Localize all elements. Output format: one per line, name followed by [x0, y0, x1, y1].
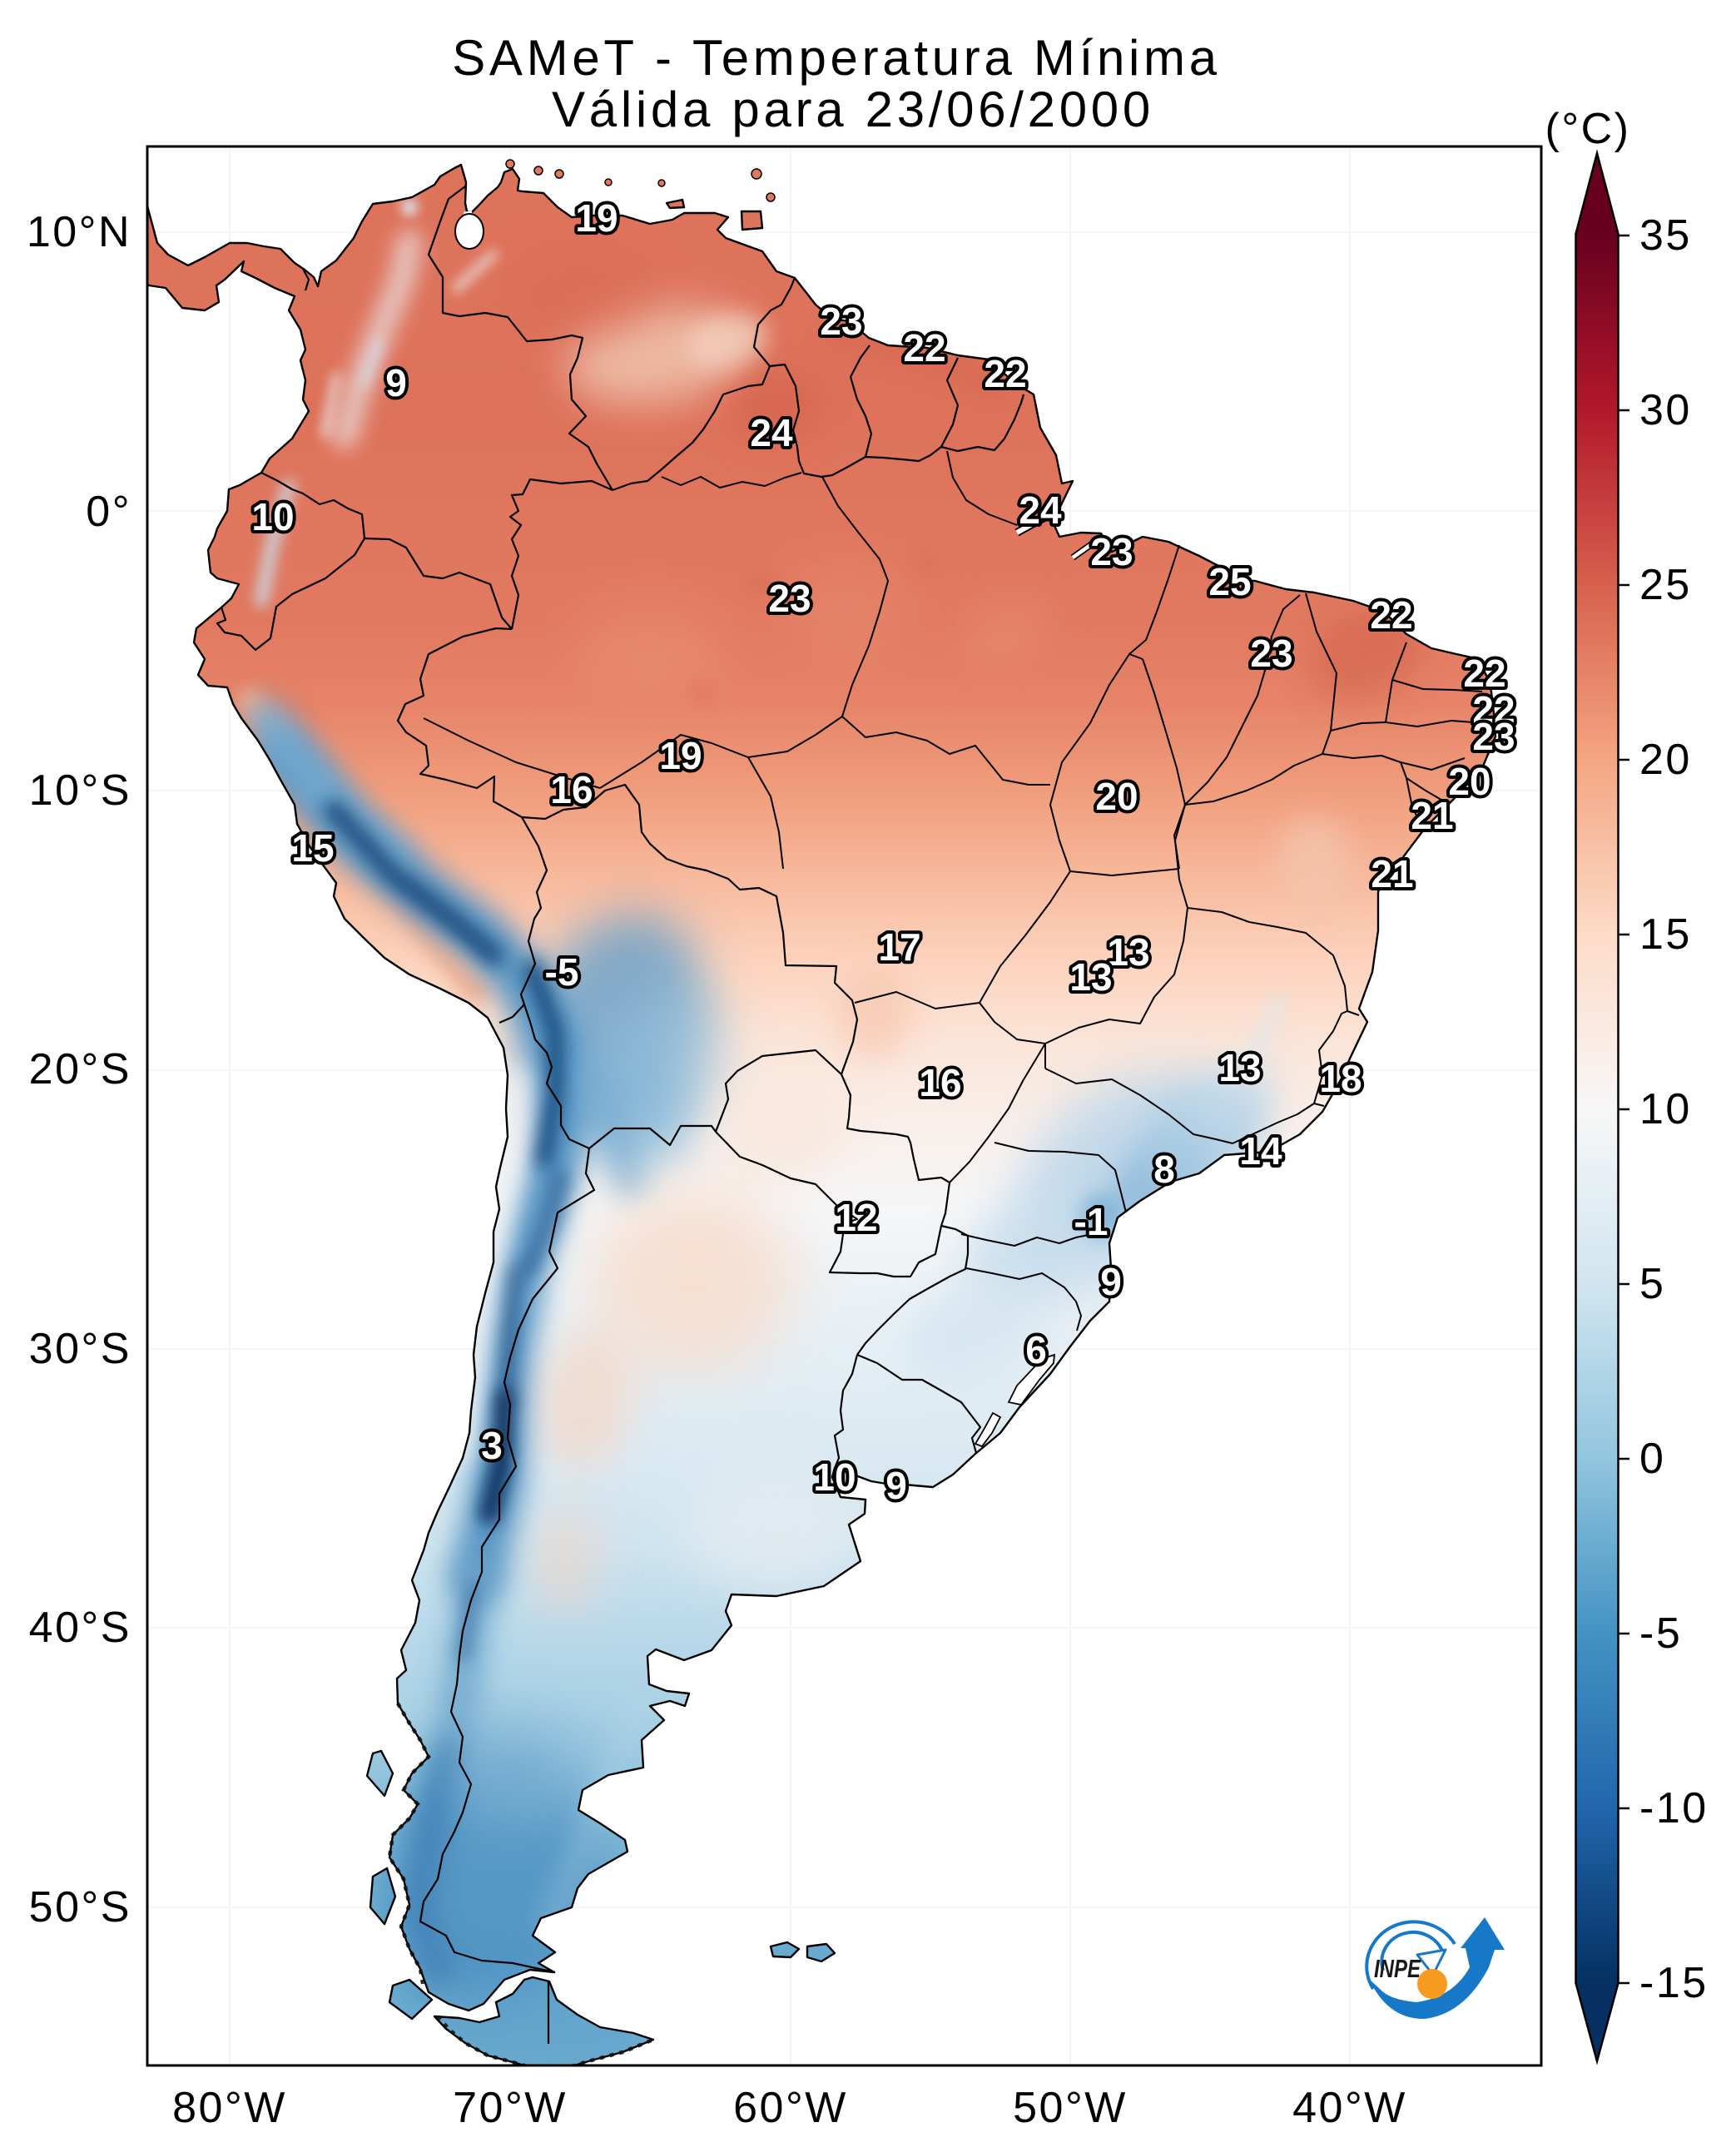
svg-text:23: 23: [820, 300, 862, 343]
svg-text:19: 19: [575, 196, 618, 240]
svg-text:-5: -5: [545, 950, 579, 994]
svg-text:50°W: 50°W: [1013, 2084, 1128, 2132]
svg-text:20: 20: [1448, 760, 1490, 803]
svg-text:10°N: 10°N: [27, 208, 131, 256]
svg-text:-15: -15: [1639, 1959, 1709, 2007]
svg-text:5: 5: [1639, 1260, 1665, 1308]
svg-text:10°S: 10°S: [29, 766, 131, 815]
svg-text:9: 9: [385, 361, 407, 404]
svg-text:13: 13: [1069, 955, 1112, 999]
svg-text:23: 23: [1090, 530, 1133, 573]
svg-text:13: 13: [1218, 1046, 1261, 1089]
svg-text:25: 25: [1639, 561, 1692, 609]
svg-text:13: 13: [1107, 930, 1149, 974]
svg-text:17: 17: [878, 925, 920, 969]
svg-text:15: 15: [291, 826, 334, 870]
svg-text:0: 0: [1639, 1435, 1665, 1483]
svg-text:SAMeT - Temperatura Mínima: SAMeT - Temperatura Mínima: [452, 30, 1221, 86]
svg-text:23: 23: [1250, 632, 1292, 675]
svg-text:22: 22: [1472, 688, 1515, 731]
svg-text:18: 18: [1319, 1057, 1362, 1100]
svg-text:22: 22: [984, 352, 1026, 395]
svg-text:24: 24: [1019, 488, 1062, 532]
svg-text:10: 10: [251, 495, 294, 538]
svg-text:21: 21: [1411, 794, 1453, 837]
svg-text:12: 12: [835, 1196, 877, 1239]
svg-text:10: 10: [813, 1455, 856, 1499]
svg-text:23: 23: [768, 577, 811, 620]
svg-text:9: 9: [1100, 1260, 1122, 1303]
svg-text:20: 20: [1639, 736, 1692, 784]
svg-text:30: 30: [1639, 386, 1692, 434]
svg-text:21: 21: [1371, 852, 1413, 895]
svg-text:15: 15: [1639, 910, 1692, 959]
svg-text:16: 16: [919, 1061, 961, 1104]
svg-text:22: 22: [1463, 652, 1505, 695]
svg-text:50°S: 50°S: [29, 1883, 131, 1931]
svg-text:23: 23: [1472, 715, 1515, 758]
svg-text:Válida para 23/06/2000: Válida para 23/06/2000: [552, 82, 1154, 137]
svg-text:19: 19: [659, 734, 702, 777]
svg-text:30°S: 30°S: [29, 1325, 131, 1373]
svg-text:80°W: 80°W: [172, 2084, 287, 2132]
svg-text:24: 24: [750, 411, 793, 454]
svg-text:8: 8: [1153, 1148, 1175, 1191]
svg-text:16: 16: [550, 768, 593, 811]
svg-text:70°W: 70°W: [453, 2084, 568, 2132]
svg-text:0°: 0°: [86, 488, 131, 536]
svg-text:22: 22: [1370, 593, 1412, 637]
svg-text:22: 22: [903, 326, 945, 369]
svg-text:20°S: 20°S: [29, 1045, 131, 1093]
svg-text:INPE: INPE: [1374, 1954, 1421, 1983]
svg-text:-1: -1: [1074, 1200, 1109, 1243]
svg-text:14: 14: [1239, 1129, 1282, 1173]
svg-text:35: 35: [1639, 211, 1692, 260]
svg-text:10: 10: [1639, 1085, 1692, 1133]
svg-text:25: 25: [1208, 560, 1251, 603]
svg-text:3: 3: [481, 1424, 503, 1467]
svg-text:6: 6: [1025, 1328, 1047, 1371]
svg-text:20: 20: [1095, 775, 1138, 818]
svg-text:60°W: 60°W: [733, 2084, 848, 2132]
svg-text:9: 9: [885, 1464, 907, 1507]
svg-text:40°W: 40°W: [1292, 2084, 1407, 2132]
svg-text:-10: -10: [1639, 1784, 1709, 1832]
svg-text:(°C): (°C): [1545, 105, 1631, 153]
svg-text:40°S: 40°S: [29, 1604, 131, 1652]
svg-text:-5: -5: [1639, 1609, 1682, 1658]
